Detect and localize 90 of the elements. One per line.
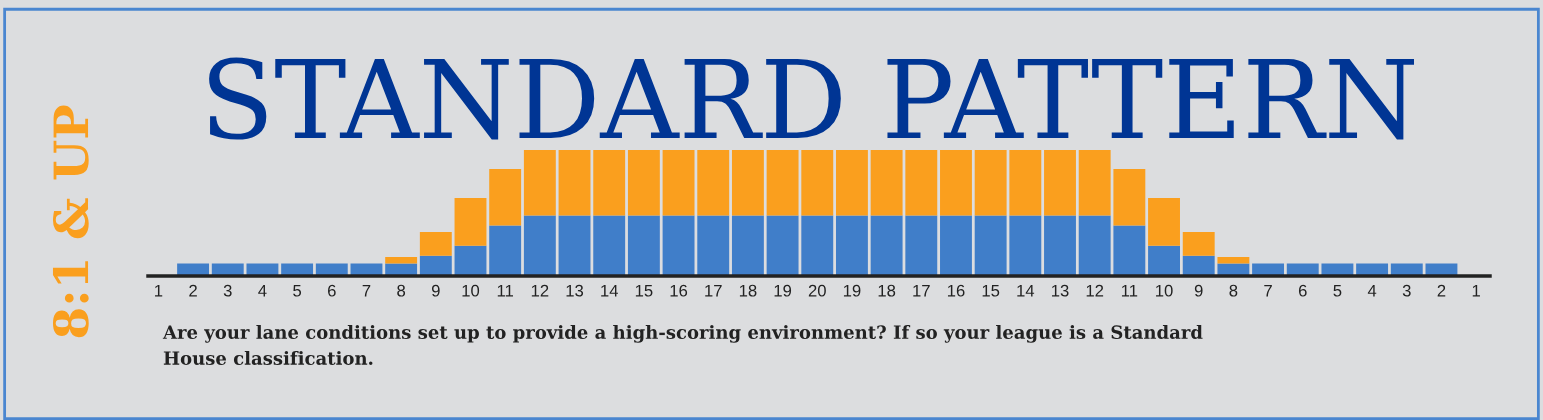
bar [1078,150,1111,216]
bar [1009,215,1042,276]
x-tick-label: 18 [739,284,757,297]
bar [974,215,1007,276]
x-tick-label: 14 [601,284,618,297]
x-tick-label: 19 [774,284,792,297]
bar [731,150,764,216]
bar [454,245,487,276]
chart-title: STANDARD PATTERN [209,57,1415,140]
bar [697,150,730,216]
x-tick-label: 18 [878,284,896,297]
x-tick-label: 19 [843,284,861,297]
bar [1217,257,1250,264]
x-tick-label: 8 [1229,284,1238,297]
x-tick-label: 17 [913,284,930,297]
x-tick-label: 8 [397,284,406,297]
bar [1009,150,1042,216]
bar [385,257,418,264]
x-tick-label: 5 [293,284,302,297]
x-tick-label: 12 [1086,284,1104,297]
bar [766,150,799,216]
x-tick-label: 13 [566,284,584,297]
bar [489,168,522,226]
x-tick-label: 15 [635,284,653,297]
x-tick-label: 6 [328,284,336,297]
bar [905,150,938,216]
bar [454,197,487,246]
x-tick-label: 2 [189,284,197,297]
bar [731,215,764,276]
bar [627,215,660,276]
bar [835,150,868,216]
bar [419,231,452,256]
x-tick-label: 11 [1121,284,1138,297]
bar [835,215,868,276]
bar [1044,215,1076,276]
bar [1078,215,1111,276]
x-tick-label: 4 [258,284,267,297]
x-tick-label: 5 [1333,284,1342,297]
bar [801,150,834,216]
bar [870,215,903,276]
x-tick-label: 15 [982,284,1000,297]
x-tick-label: 16 [947,284,965,297]
x-tick-label: 7 [362,284,371,297]
bar [1182,231,1215,256]
x-tick-label: 9 [431,284,440,297]
x-tick-label: 10 [462,284,480,297]
x-tick-label: 10 [1156,284,1173,297]
bar [627,150,660,216]
bar [489,225,522,276]
bar [1182,255,1215,276]
x-tick-label: 6 [1298,284,1307,297]
bar [905,215,938,276]
x-tick-label: 1 [155,284,163,297]
bar [419,255,452,276]
bar [662,215,695,276]
bar [1148,245,1180,276]
bar [697,215,730,276]
x-tick-label: 4 [1367,284,1377,297]
x-tick-label: 16 [670,284,688,297]
x-tick-label: 9 [1194,284,1203,297]
x-tick-label: 20 [808,284,826,297]
bar [523,215,556,276]
bar [801,215,834,276]
bar [523,150,556,216]
x-tick-label: 2 [1437,284,1446,297]
bar [870,150,903,216]
x-tick-label: 7 [1264,284,1272,297]
bar [1148,197,1180,246]
bar [662,150,695,216]
x-tick-label: 14 [1017,284,1035,297]
bar [766,215,799,276]
x-tick-label: 11 [497,284,514,297]
bar [593,215,626,276]
bar [558,215,591,276]
bar [1113,225,1146,276]
x-tick-label: 13 [1052,284,1069,297]
bar [593,150,626,216]
x-tick-label: 12 [531,284,549,297]
text: 8:1 & UP [52,105,89,338]
x-tick-label: 3 [1402,284,1411,297]
bar [1113,168,1146,226]
bar [974,150,1007,216]
bar [1044,150,1076,216]
text: Are your lane conditions set up to provide a high-scoring environment? If so your league is a Standard House classification. [162,325,1203,365]
x-tick-label: 1 [1472,284,1480,297]
bar [940,215,972,276]
bar [558,150,591,216]
x-tick-label: 17 [705,284,722,297]
x-tick-label: 3 [223,284,232,297]
bar [940,150,972,216]
